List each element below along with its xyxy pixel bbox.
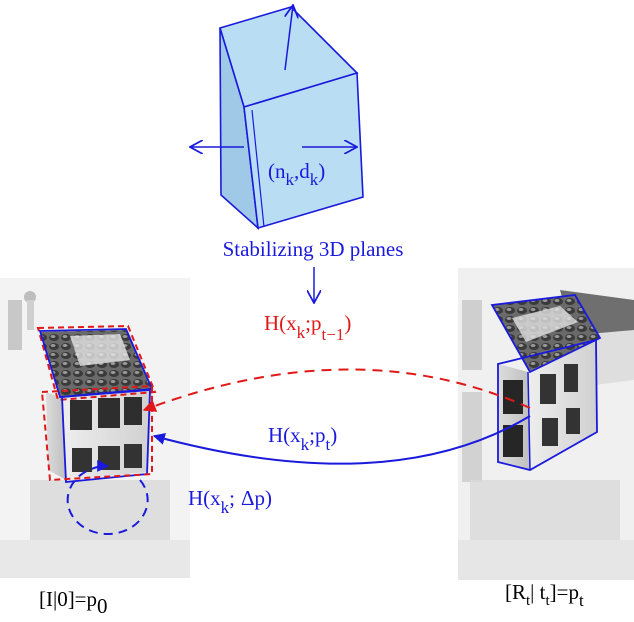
right-house-photo xyxy=(458,268,634,580)
pose-right-label: [Rt| tt]=pt xyxy=(505,580,584,610)
left-house-photo xyxy=(0,278,190,578)
homography-prev-label: H(xk;pt−1) xyxy=(264,311,351,344)
pose-left-label: [I|0]=p0 xyxy=(39,587,108,618)
planes-label: Stabilizing 3D planes xyxy=(223,237,404,261)
box-normal-label: (nk,dk) xyxy=(268,159,325,189)
arrow-up-icon xyxy=(284,5,293,71)
left-wall-plane-red xyxy=(40,384,153,482)
blue-solid-arrow xyxy=(152,415,531,465)
left-roof-plane-red xyxy=(36,324,157,402)
delta-loop-arrow xyxy=(66,459,149,535)
box-front-face xyxy=(243,71,364,230)
right-wall-plane-blue xyxy=(497,338,598,471)
plane-box xyxy=(219,6,364,230)
homography-current-label: H(xk;pt) xyxy=(268,423,337,454)
homography-delta-label: H(xk; Δp) xyxy=(188,486,272,517)
red-dashed-arrow xyxy=(142,368,531,412)
right-roof-plane-blue xyxy=(490,294,602,374)
